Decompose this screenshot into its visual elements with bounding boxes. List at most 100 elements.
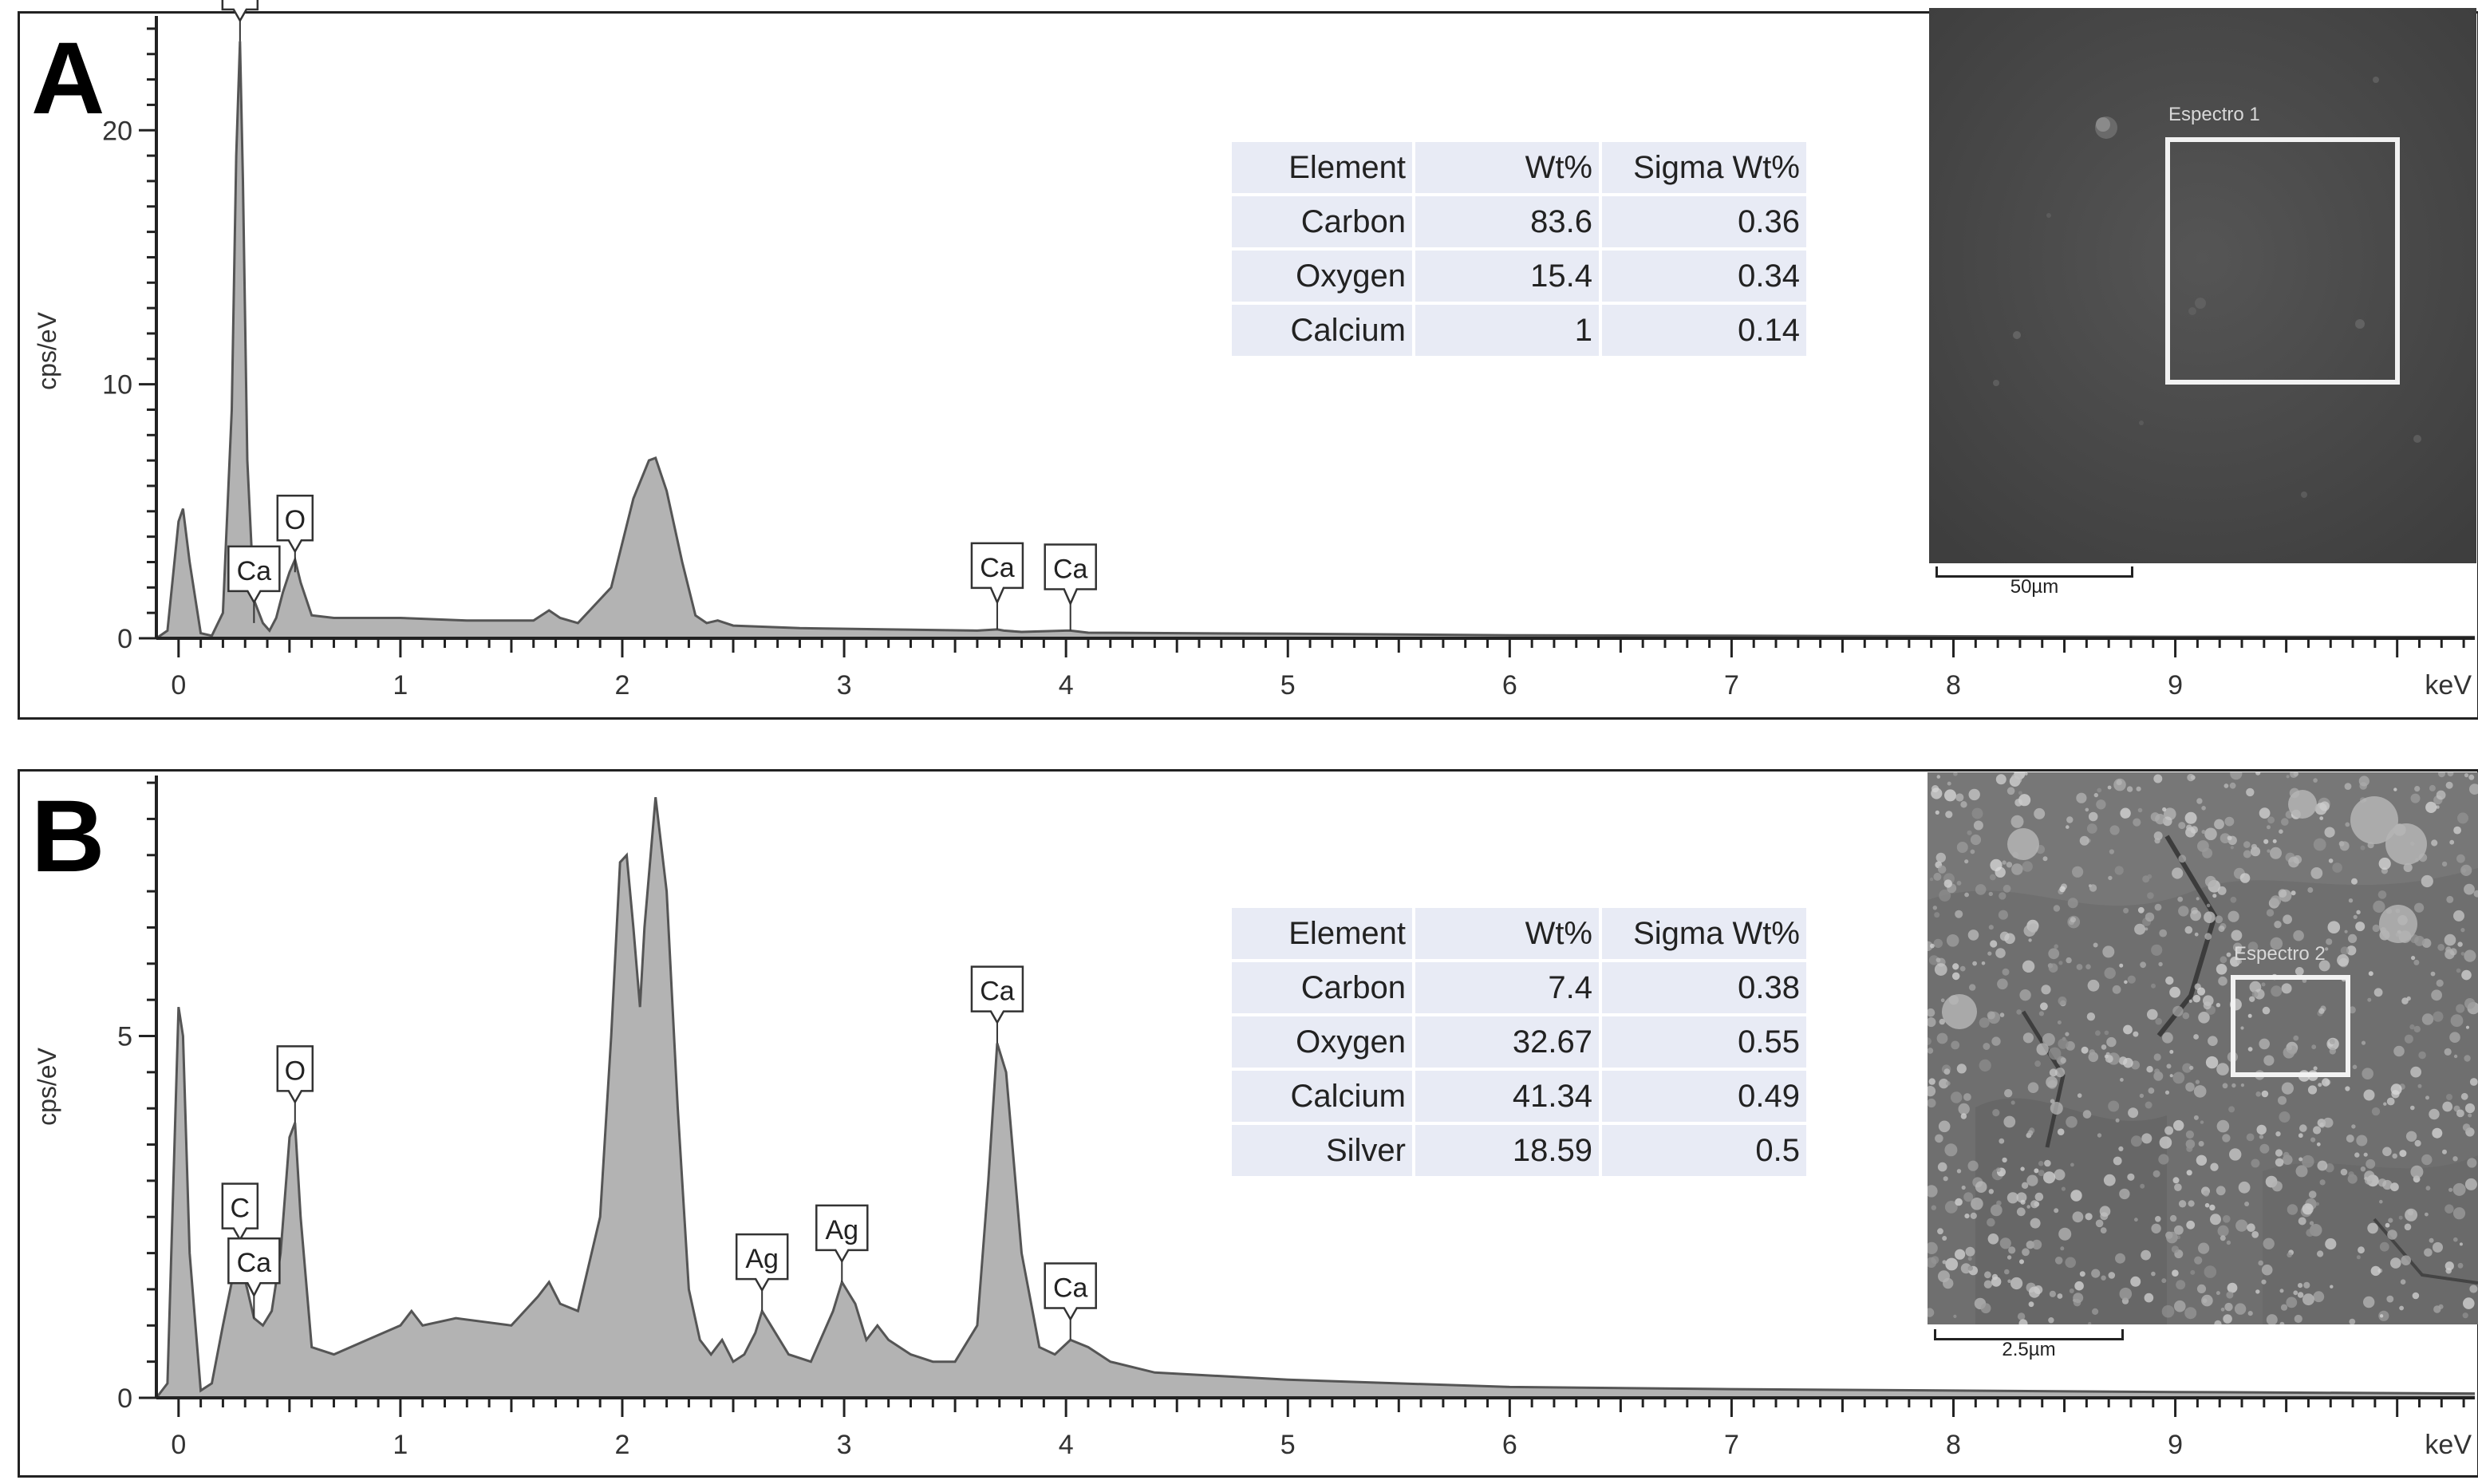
table-header-row: Element Wt% Sigma Wt% [1232, 908, 1806, 959]
x-tick-label: 5 [1280, 1430, 1296, 1460]
x-tick-label: 0 [171, 1430, 186, 1460]
spectrum-region-label: Espectro 2 [2234, 943, 2326, 965]
y-tick-label: 20 [102, 116, 132, 146]
table-cell: 0.55 [1602, 1016, 1806, 1068]
panel-letter: A [31, 22, 105, 136]
table-cell: 15.4 [1415, 251, 1599, 302]
peak-label-ca: Ca [1044, 1262, 1097, 1340]
x-tick-label: 8 [1946, 1430, 1961, 1460]
peak-label-text: Ca [1053, 554, 1088, 584]
sem-texture [1929, 8, 2476, 563]
peak-label-ag: Ag [735, 1233, 789, 1312]
table-row: Carbon 83.6 0.36 [1232, 196, 1806, 247]
table-cell: Calcium [1232, 305, 1412, 356]
table-cell: 41.34 [1415, 1071, 1599, 1122]
peak-label-text: O [285, 505, 306, 535]
table-cell: 32.67 [1415, 1016, 1599, 1068]
table-row: Carbon 7.4 0.38 [1232, 962, 1806, 1013]
scale-bar [1934, 1329, 2124, 1340]
spectrum-region-box [2231, 975, 2350, 1077]
x-tick-label: 6 [1502, 670, 1517, 701]
peak-label-text: Ca [237, 1248, 272, 1278]
table-cell: 0.34 [1602, 251, 1806, 302]
x-tick-label: 1 [393, 1430, 408, 1460]
table-row: Oxygen 32.67 0.55 [1232, 1016, 1806, 1068]
peak-label-text: Ca [1053, 1273, 1088, 1303]
peak-label-text: Ca [980, 977, 1015, 1007]
table-cell: 7.4 [1415, 962, 1599, 1013]
peak-label-text: Ag [745, 1244, 779, 1274]
sem-texture [1928, 772, 2478, 1324]
table-cell: 1 [1415, 305, 1599, 356]
table-cell: Silver [1232, 1125, 1412, 1176]
y-tick-label: 5 [117, 1022, 132, 1052]
peak-label-ca: Ca [970, 965, 1024, 1044]
x-tick-label: 1 [393, 670, 408, 701]
scale-bar-label: 50µm [2010, 576, 2059, 598]
x-axis-label: keV [2425, 670, 2472, 701]
panel-letter: B [31, 779, 105, 894]
peak-label-ag: Ag [815, 1204, 869, 1282]
composition-table-a: Element Wt% Sigma Wt% Carbon 83.6 0.36 O… [1229, 139, 1809, 359]
x-tick-label: 3 [837, 670, 852, 701]
sem-micrograph-a: Espectro 1 [1929, 8, 2476, 563]
table-row: Oxygen 15.4 0.34 [1232, 251, 1806, 302]
spectrum-line [155, 797, 2476, 1399]
table-cell: Carbon [1232, 196, 1412, 247]
peak-label-text: Ca [980, 553, 1015, 583]
scale-bar [1935, 566, 2133, 578]
table-cell: 0.5 [1602, 1125, 1806, 1176]
table-cell: 18.59 [1415, 1125, 1599, 1176]
header-cell: Wt% [1415, 142, 1599, 193]
x-axis-label: keV [2425, 1430, 2472, 1460]
table-cell: 83.6 [1415, 196, 1599, 247]
peak-label-ca: Ca [227, 545, 281, 623]
peak-label-o: O [276, 494, 314, 573]
scale-bar-label: 2.5µm [2002, 1339, 2056, 1360]
peak-label-c: C [221, 0, 259, 41]
peak-label-text: O [285, 1056, 306, 1086]
header-cell: Sigma Wt% [1602, 908, 1806, 959]
x-tick-label: 6 [1502, 1430, 1517, 1460]
table-cell: Oxygen [1232, 251, 1412, 302]
x-tick-label: 4 [1059, 670, 1074, 701]
peak-label-ca: Ca [227, 1237, 281, 1319]
header-cell: Sigma Wt% [1602, 142, 1806, 193]
header-cell: Wt% [1415, 908, 1599, 959]
sem-micrograph-b: Espectro 2 [1928, 772, 2478, 1324]
peak-label-ca: Ca [1044, 543, 1097, 631]
x-tick-label: 7 [1724, 670, 1739, 701]
x-tick-label: 0 [171, 670, 186, 701]
peak-label-ca: Ca [970, 542, 1024, 630]
table-cell: Oxygen [1232, 1016, 1412, 1068]
y-tick-label: 0 [117, 1383, 132, 1414]
header-cell: Element [1232, 908, 1412, 959]
table-header-row: Element Wt% Sigma Wt% [1232, 142, 1806, 193]
table-cell: 0.36 [1602, 196, 1806, 247]
table-cell: 0.14 [1602, 305, 1806, 356]
y-tick-label: 0 [117, 624, 132, 654]
x-tick-label: 7 [1724, 1430, 1739, 1460]
table-row: Calcium 1 0.14 [1232, 305, 1806, 356]
table-cell: 0.38 [1602, 962, 1806, 1013]
peak-label-text: C [231, 0, 251, 5]
peak-label-text: Ag [825, 1215, 858, 1245]
peak-label-o: O [276, 1045, 314, 1123]
table-row: Calcium 41.34 0.49 [1232, 1071, 1806, 1122]
spectrum-region-label: Espectro 1 [2168, 104, 2260, 125]
composition-table-b: Element Wt% Sigma Wt% Carbon 7.4 0.38 Ox… [1229, 905, 1809, 1179]
peak-label-c: C [221, 1182, 259, 1261]
peak-label-text: Ca [237, 556, 272, 586]
table-cell: 0.49 [1602, 1071, 1806, 1122]
peak-label-text: C [231, 1194, 251, 1224]
table-row: Silver 18.59 0.5 [1232, 1125, 1806, 1176]
spectrum-line [156, 41, 2476, 640]
y-axis-label: cps/eV [33, 1047, 61, 1125]
spectrum-chart-a: 0 1 2 3 4 5 6 7 8 9 keV 0 10 20 cps/eV C Ca O Ca Ca [33, 0, 2476, 701]
y-axis-label: cps/eV [33, 311, 61, 389]
x-tick-label: 3 [837, 1430, 852, 1460]
x-tick-label: 9 [2168, 670, 2183, 701]
x-tick-label: 4 [1059, 1430, 1074, 1460]
table-cell: Calcium [1232, 1071, 1412, 1122]
